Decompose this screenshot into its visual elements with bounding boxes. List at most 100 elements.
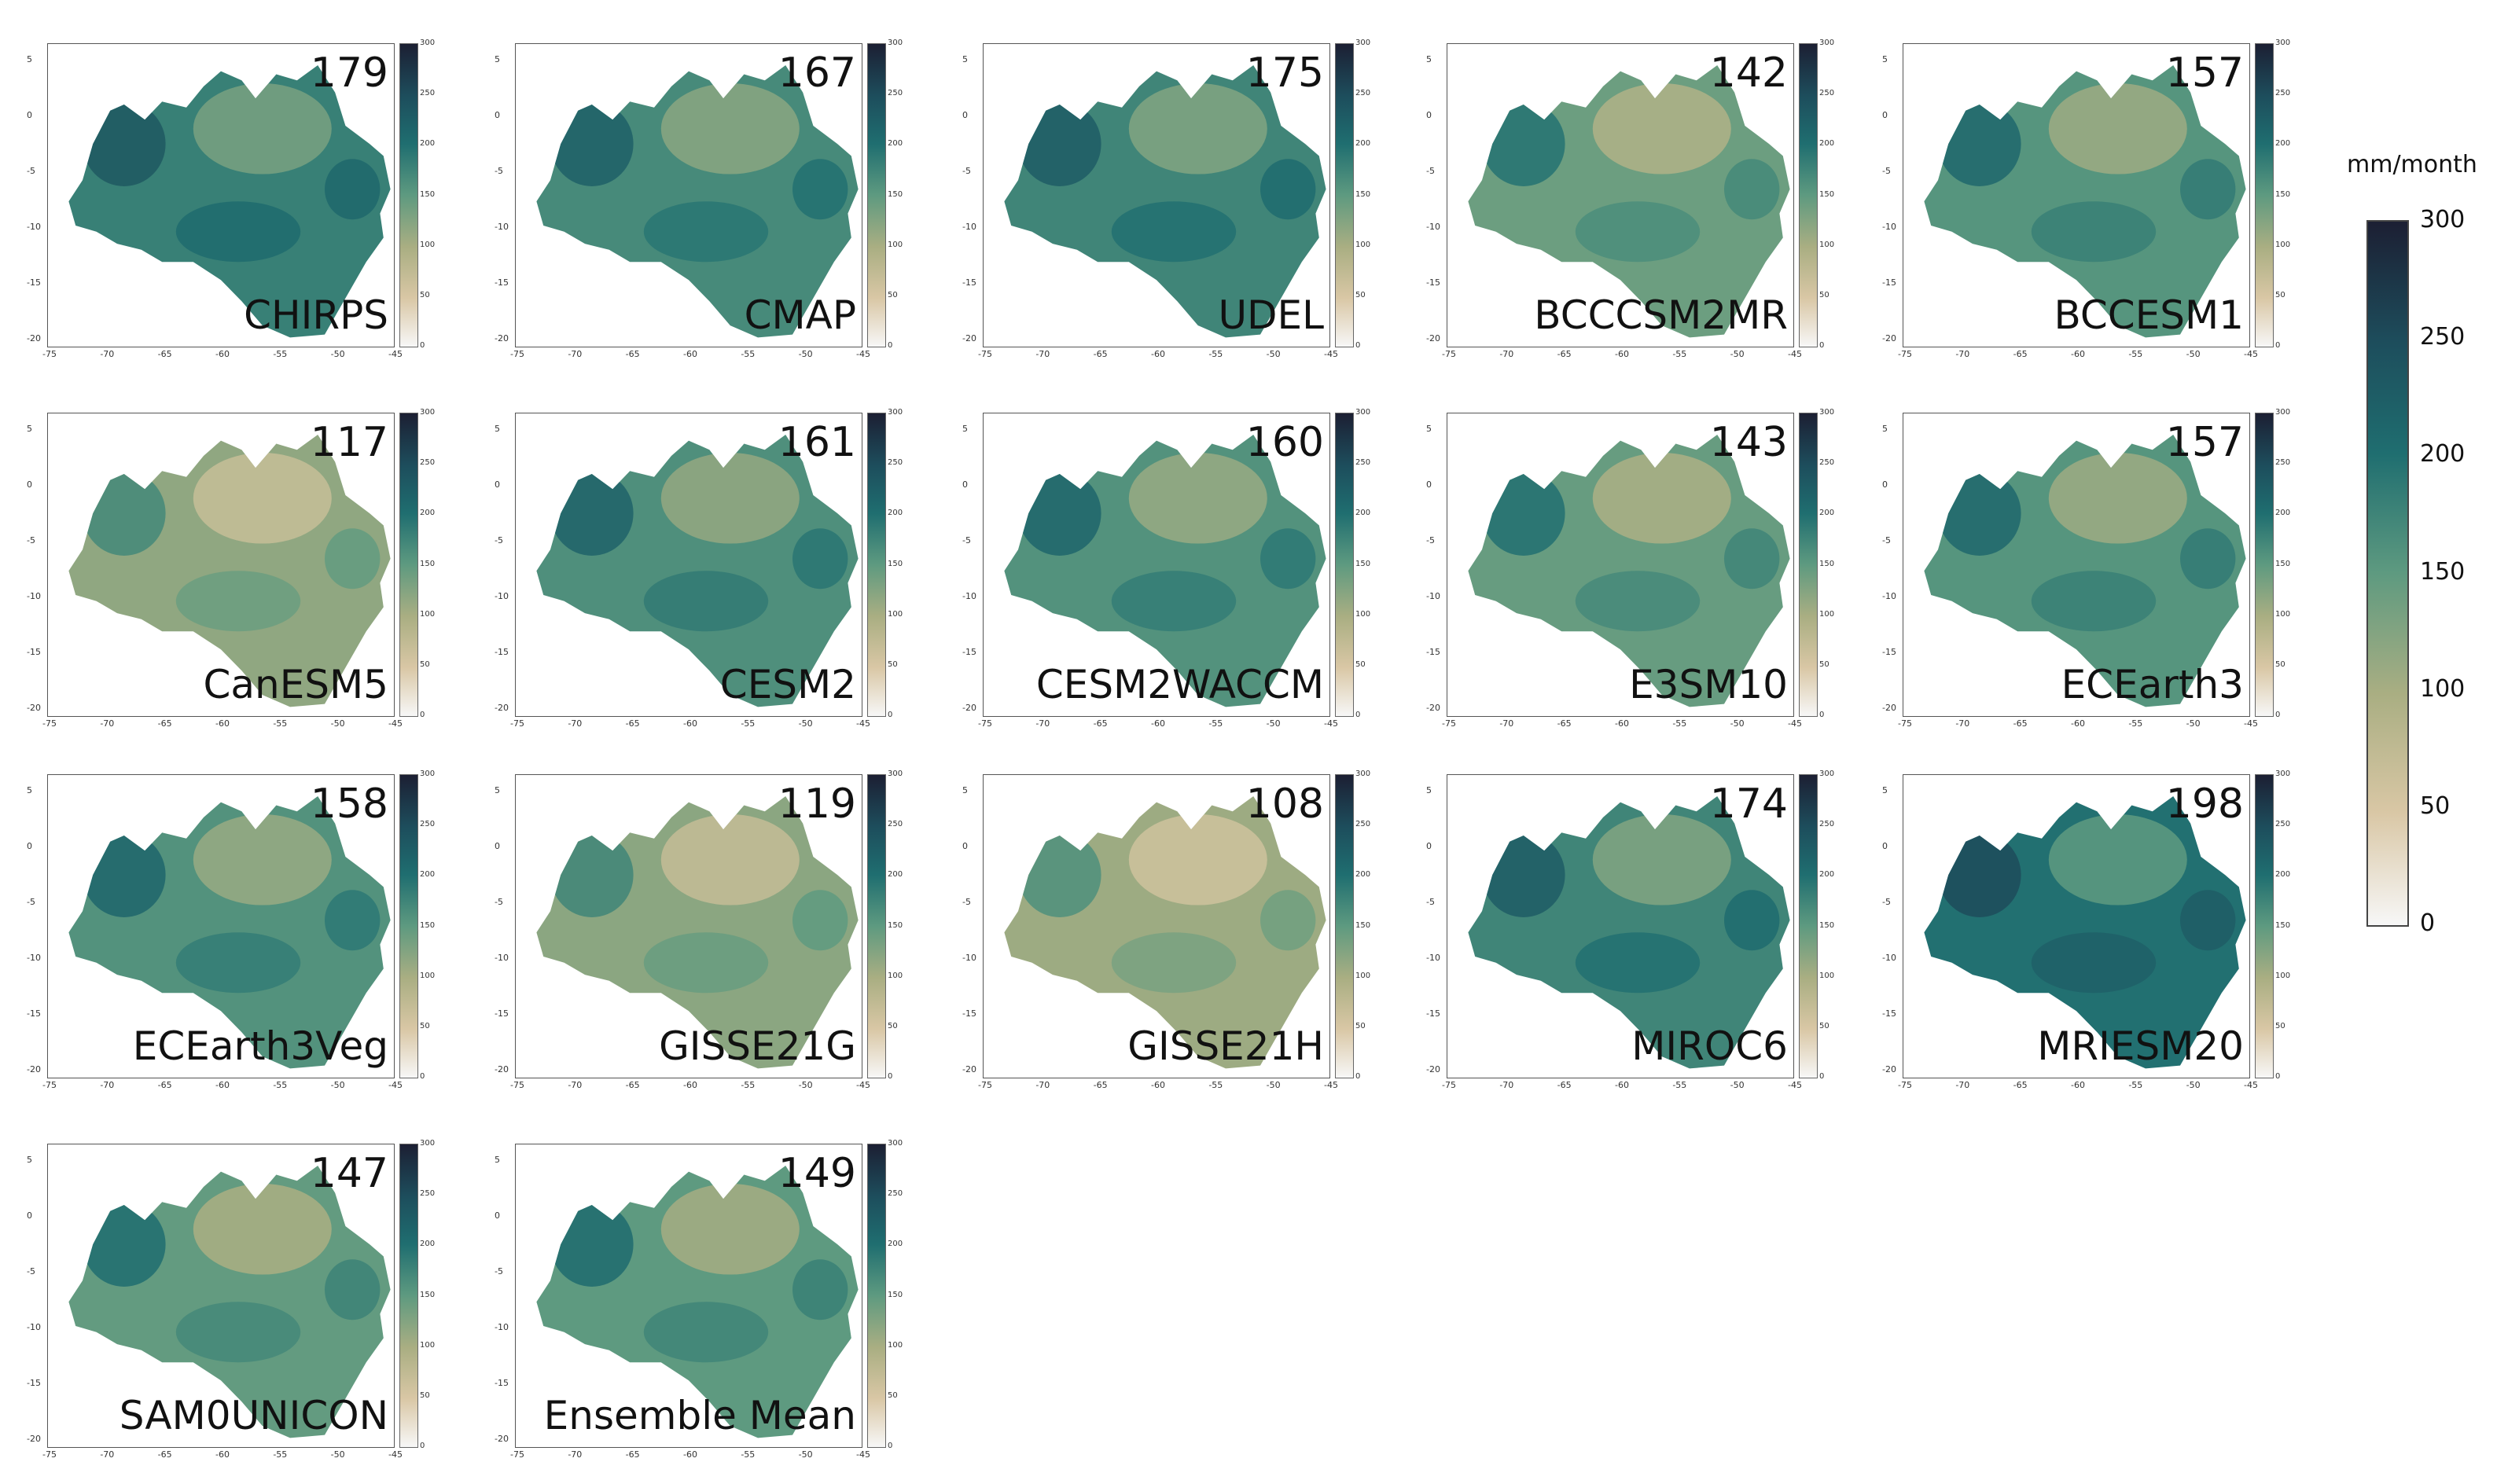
x-tick-label: -65 (2013, 1080, 2028, 1090)
panel-cesm2: -75 -70 -65 -60 -55 -50 -45 5 0 -5 -10 -15 -20 161 CES… (495, 408, 916, 739)
panel-colorbar-tick: 100 (1819, 609, 1835, 619)
x-tick-label: -45 (1788, 349, 1802, 359)
y-tick-label: -15 (962, 647, 976, 657)
x-tick-label: -70 (1035, 1080, 1050, 1090)
panel-e3sm10: -75 -70 -65 -60 -55 -50 -45 5 0 -5 -10 -15 -20 143 E3S… (1426, 408, 1848, 739)
map-region (1468, 65, 1790, 338)
x-tick-label: -45 (856, 1080, 870, 1090)
map-region (1924, 796, 2246, 1069)
map-anomaly (660, 1184, 800, 1275)
map-region (1004, 435, 1326, 707)
map-anomaly (193, 83, 332, 174)
x-tick-label: -65 (625, 718, 640, 729)
panel-colorbar-tick: 200 (1355, 870, 1371, 880)
map-anomaly (1482, 832, 1565, 917)
y-tick-label: -20 (1426, 703, 1440, 713)
panel-colorbar-tick: 150 (420, 1290, 436, 1299)
y-tick-label: 5 (27, 785, 32, 795)
panel-colorbar (399, 43, 418, 347)
panel-mean-value: 143 (1709, 419, 1788, 466)
y-tick-label: -15 (495, 277, 509, 288)
y-tick-label: -20 (1426, 1064, 1440, 1074)
x-tick-label: -75 (42, 718, 57, 729)
panel-mriesm20: -75 -70 -65 -60 -55 -50 -45 5 0 -5 -10 -15 -20 198 MRI… (1882, 770, 2304, 1100)
panel-model-name: SAM0UNICON (119, 1393, 388, 1438)
x-tick-label: -70 (1499, 1080, 1514, 1090)
x-tick-label: -70 (1955, 1080, 1970, 1090)
map-anomaly (1482, 101, 1565, 186)
x-tick-label: -55 (1672, 718, 1687, 729)
y-tick-label: -10 (495, 1322, 509, 1332)
x-tick-label: -50 (330, 1449, 345, 1460)
x-tick-label: -75 (1442, 718, 1456, 729)
panel-colorbar-tick: 200 (888, 1240, 903, 1249)
panel-mean-value: 198 (2165, 781, 2244, 828)
panel-cmap: -75 -70 -65 -60 -55 -50 -45 5 0 -5 -10 -15 -20 167 CMA… (495, 39, 916, 369)
panel-colorbar-tick: 250 (1355, 458, 1371, 468)
map-anomaly (643, 1302, 769, 1363)
y-tick-label: -20 (495, 1434, 509, 1444)
panel-colorbar-tick: 50 (2275, 290, 2285, 299)
panel-colorbar-tick: 50 (1355, 1021, 1366, 1030)
panel-colorbar-tick: 250 (888, 820, 903, 829)
panel-model-name: GISSE21H (1127, 1023, 1324, 1069)
map-anomaly (643, 571, 769, 632)
x-tick-label: -75 (1898, 349, 1912, 359)
y-tick-label: 0 (27, 479, 32, 490)
main-colorbar-tick: 100 (2420, 674, 2466, 703)
y-tick-label: -10 (1882, 591, 1896, 601)
x-tick-label: -45 (856, 1449, 870, 1460)
y-tick-label: -5 (27, 897, 35, 907)
map-anomaly (175, 571, 301, 632)
y-tick-label: -5 (27, 1266, 35, 1276)
panel-colorbar-tick: 50 (1819, 659, 1829, 669)
panel-mean-value: 147 (310, 1150, 388, 1197)
x-tick-label: -60 (1615, 1080, 1629, 1090)
map-anomaly (2180, 890, 2236, 951)
panel-colorbar-tick: 250 (420, 1189, 436, 1199)
panel-mean-value: 158 (310, 781, 388, 828)
y-tick-label: 0 (962, 479, 968, 490)
x-tick-label: -70 (568, 1080, 583, 1090)
map-anomaly (1111, 932, 1237, 994)
panel-mean-value: 149 (778, 1150, 856, 1197)
y-tick-label: -10 (495, 222, 509, 232)
x-tick-label: -45 (856, 718, 870, 729)
panel-colorbar-tick: 200 (888, 509, 903, 518)
panel-colorbar-tick: 100 (420, 609, 436, 619)
y-tick-label: 0 (1882, 110, 1888, 120)
x-tick-label: -60 (1615, 718, 1629, 729)
y-tick-label: -5 (1426, 166, 1435, 176)
map-frame (47, 1144, 395, 1448)
map-anomaly (1724, 890, 1780, 951)
y-tick-label: 5 (27, 1155, 32, 1165)
panel-colorbar-tick: 300 (888, 408, 903, 417)
x-tick-label: -55 (741, 718, 756, 729)
panel-ensemble-mean: -75 -70 -65 -60 -55 -50 -45 5 0 -5 -10 -15 -20 149 Ens… (495, 1139, 916, 1470)
y-tick-label: -10 (1426, 222, 1440, 232)
panel-colorbar-tick: 0 (2275, 341, 2281, 350)
panel-colorbar-tick: 100 (888, 609, 903, 619)
panel-colorbar (2255, 43, 2274, 347)
panel-colorbar-tick: 50 (888, 1021, 898, 1030)
panel-model-name: Ensemble Mean (543, 1393, 856, 1438)
y-tick-label: 5 (1882, 54, 1888, 64)
x-tick-label: -60 (683, 1449, 697, 1460)
y-tick-label: -10 (27, 222, 41, 232)
panel-colorbar (1799, 43, 1818, 347)
x-tick-label: -45 (1324, 1080, 1338, 1090)
map-region (1468, 796, 1790, 1069)
map-anomaly (193, 1184, 332, 1275)
map-region (68, 435, 391, 707)
panel-colorbar-tick: 200 (1355, 509, 1371, 518)
x-tick-label: -75 (42, 1449, 57, 1460)
x-tick-label: -55 (1208, 1080, 1223, 1090)
x-tick-label: -65 (625, 349, 640, 359)
panel-model-name: BCCCSM2MR (1534, 292, 1788, 338)
y-tick-label: -20 (27, 333, 41, 343)
panel-colorbar-tick: 150 (2275, 559, 2291, 568)
panel-colorbar-tick: 200 (1819, 139, 1835, 149)
panel-model-name: UDEL (1218, 292, 1324, 338)
y-tick-label: -10 (495, 953, 509, 963)
map-anomaly (643, 932, 769, 994)
